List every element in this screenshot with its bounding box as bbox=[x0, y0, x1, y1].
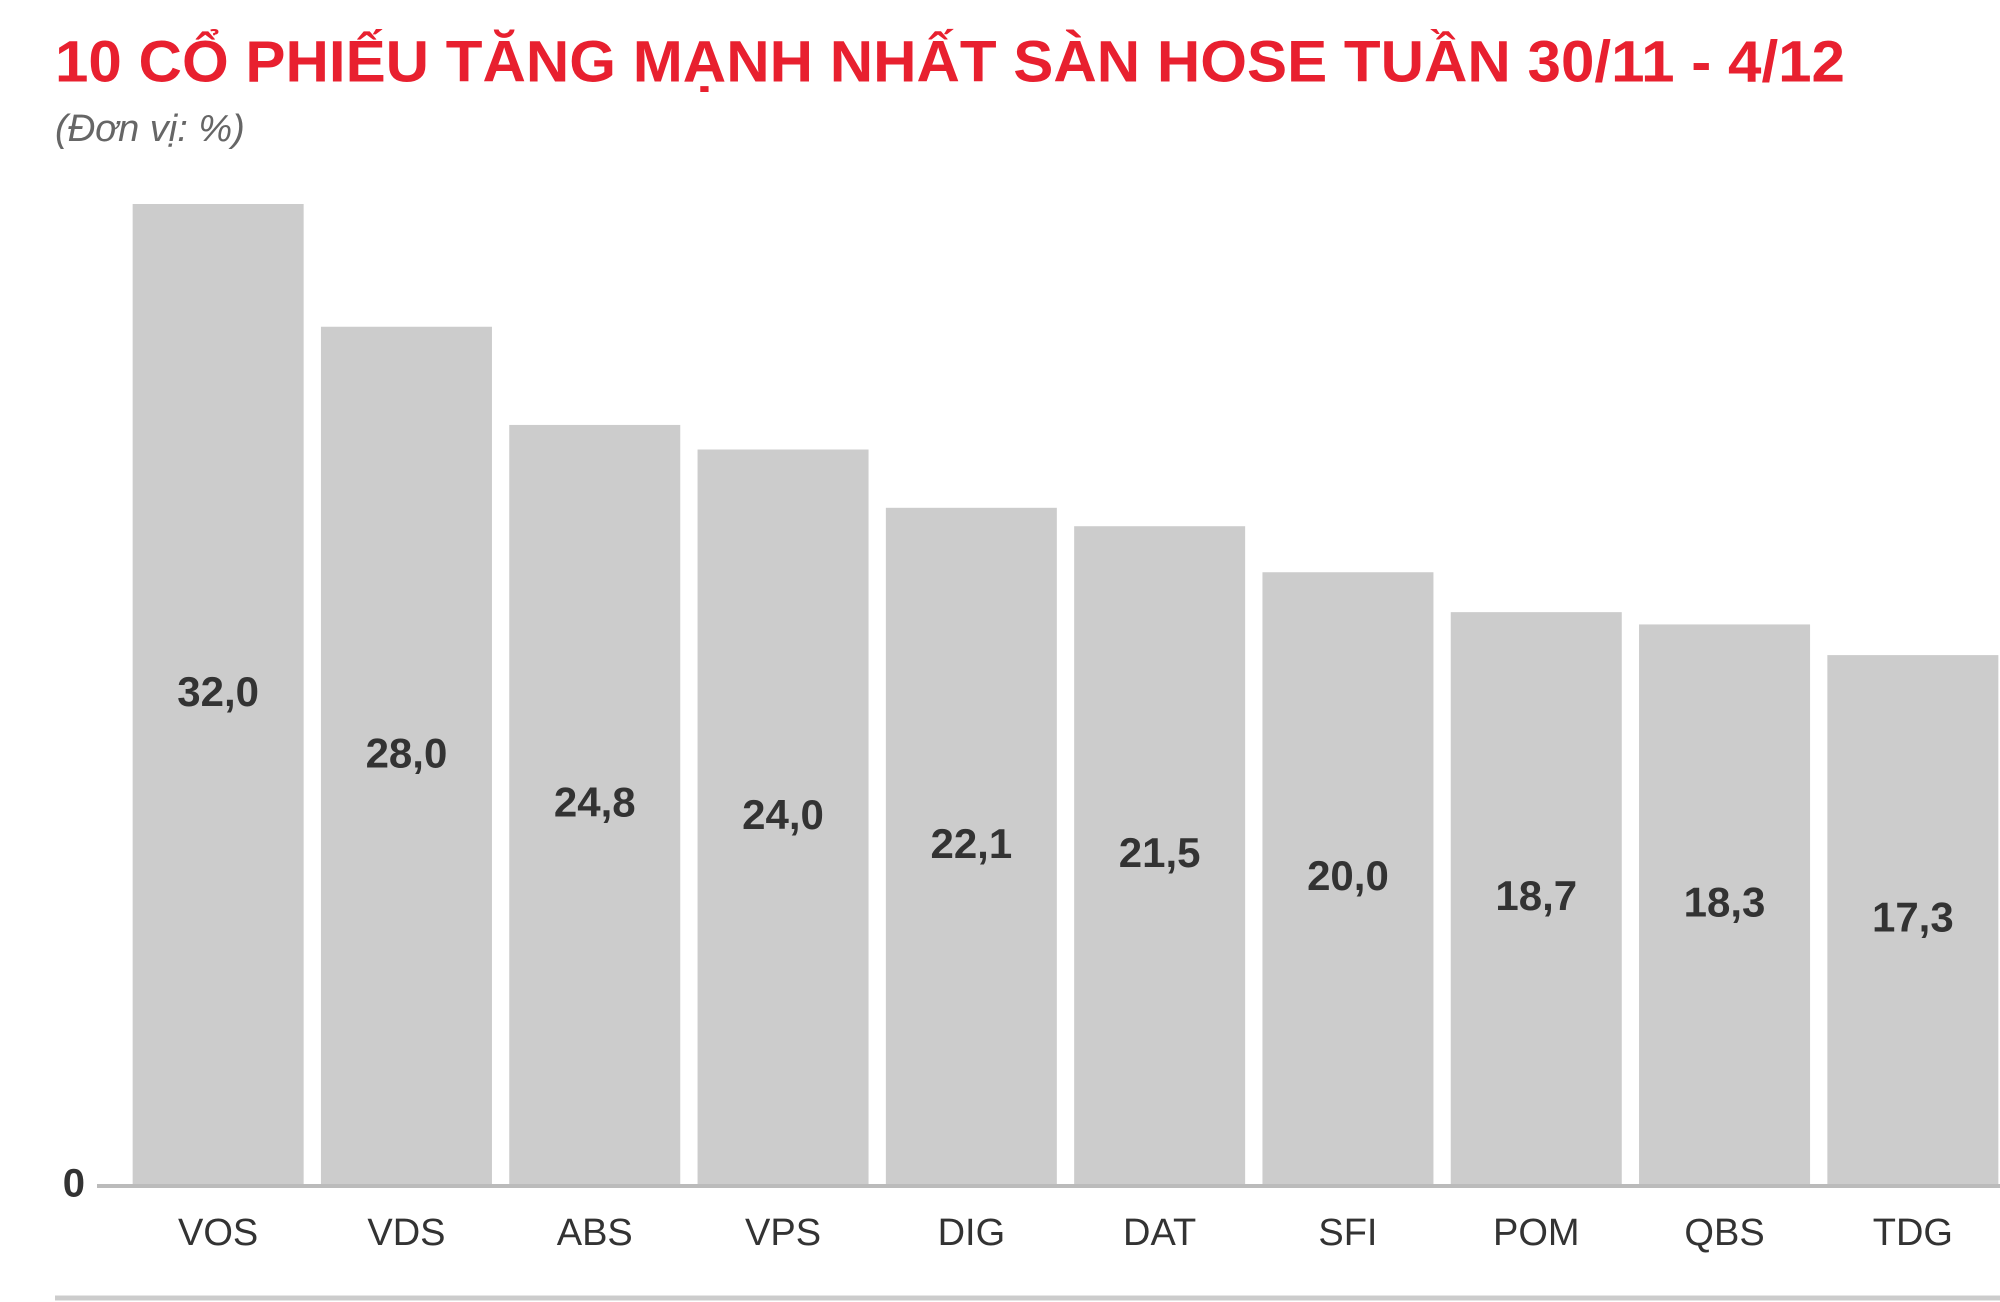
bar bbox=[1639, 624, 1811, 1186]
bar bbox=[320, 326, 492, 1186]
x-tick-label: VDS bbox=[367, 1212, 445, 1254]
value-label: 24,0 bbox=[742, 791, 824, 838]
bar bbox=[1827, 655, 1999, 1186]
chart-title: 10 CỔ PHIẾU TĂNG MẠNH NHẤT SÀN HOSE TUẦN… bbox=[55, 29, 1845, 94]
bar bbox=[697, 449, 869, 1186]
y-tick-label: 0 bbox=[63, 1162, 85, 1206]
bar bbox=[1074, 526, 1246, 1186]
value-label: 28,0 bbox=[366, 729, 448, 776]
x-tick-label: DAT bbox=[1123, 1212, 1196, 1254]
x-tick-label: VPS bbox=[745, 1212, 821, 1254]
bar bbox=[132, 204, 304, 1186]
value-label: 20,0 bbox=[1307, 852, 1389, 899]
x-tick-label: TDG bbox=[1873, 1212, 1953, 1254]
value-label: 32,0 bbox=[177, 668, 259, 715]
bar bbox=[1262, 572, 1434, 1186]
x-tick-label: VOS bbox=[178, 1212, 258, 1254]
bar bbox=[1450, 612, 1622, 1186]
value-label: 18,7 bbox=[1495, 872, 1577, 919]
value-label: 17,3 bbox=[1872, 894, 1954, 941]
chart-subtitle: (Đơn vị: %) bbox=[55, 108, 245, 150]
bar bbox=[885, 507, 1057, 1186]
value-label: 22,1 bbox=[930, 820, 1012, 867]
value-label: 21,5 bbox=[1119, 829, 1201, 876]
bar bbox=[509, 424, 681, 1186]
value-label: 24,8 bbox=[554, 779, 636, 826]
x-tick-label: QBS bbox=[1684, 1212, 1764, 1254]
x-tick-label: POM bbox=[1493, 1212, 1580, 1254]
x-tick-label: DIG bbox=[938, 1212, 1006, 1254]
x-tick-label: ABS bbox=[557, 1212, 633, 1254]
value-label: 18,3 bbox=[1684, 878, 1766, 925]
x-tick-label: SFI bbox=[1318, 1212, 1377, 1254]
